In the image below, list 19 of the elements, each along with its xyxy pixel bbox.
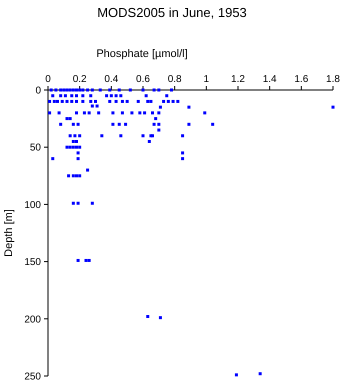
x-tick-label: 0.6 bbox=[136, 74, 150, 85]
x-tick-label: 1.8 bbox=[326, 74, 340, 85]
x-tick-label: 1 bbox=[204, 74, 210, 85]
y-tick-label: 0 bbox=[35, 86, 42, 96]
y-tick-label: 50 bbox=[30, 142, 42, 154]
x-tick-label: 0.8 bbox=[168, 74, 182, 85]
x-tick-label: 1.6 bbox=[294, 74, 309, 85]
y-tick-label: 150 bbox=[24, 257, 42, 268]
y-tick-label: 250 bbox=[24, 372, 42, 382]
x-tick-label: 0 bbox=[45, 74, 52, 85]
y-tick-label: 200 bbox=[24, 314, 42, 326]
x-tick-label: 1.2 bbox=[231, 74, 246, 85]
y-tick-label: 100 bbox=[24, 200, 42, 211]
x-tick-label: 0.4 bbox=[104, 74, 119, 85]
y-axis-title: Depth [m] bbox=[3, 209, 15, 257]
chart-title: MODS2005 in June, 1953 bbox=[97, 5, 247, 20]
x-axis-title: Phosphate [µmol/l] bbox=[96, 48, 188, 60]
x-tick-label: 1.4 bbox=[262, 74, 278, 85]
x-tick-label: 0.2 bbox=[72, 74, 88, 85]
